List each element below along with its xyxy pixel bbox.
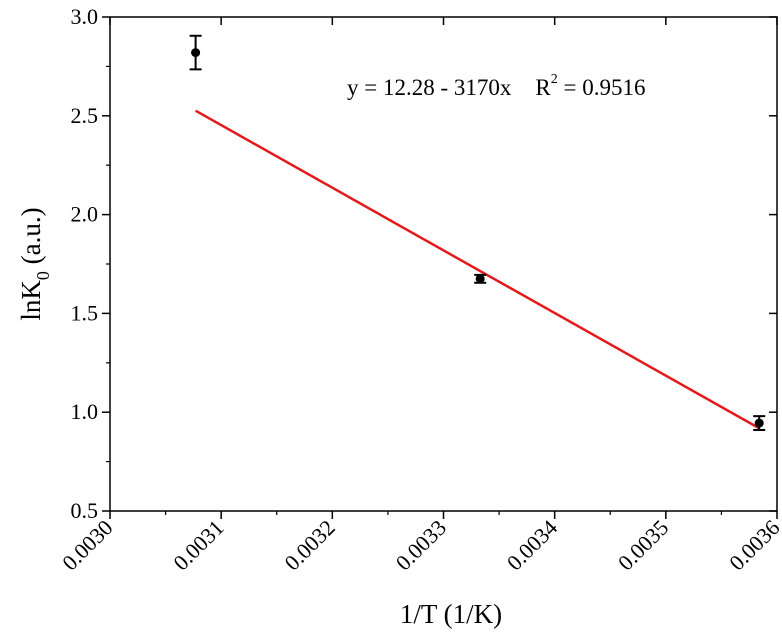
y-tick-label: 1.5 — [71, 300, 99, 325]
x-tick-label: 0.0031 — [168, 515, 228, 575]
y-axis-title-unit: (a.u.) — [16, 207, 46, 271]
x-tick-label: 0.0030 — [57, 515, 117, 575]
x-tick-label: 0.0036 — [724, 515, 782, 575]
y-tick-label: 0.5 — [71, 498, 99, 523]
data-point — [191, 48, 201, 58]
r2-value: = 0.9516 — [558, 75, 646, 100]
x-axis-title: 1/T (1/K) — [400, 599, 502, 629]
fit-equation: y = 12.28 - 3170x R2 = 0.9516 — [347, 72, 645, 100]
x-tick-label: 0.0032 — [279, 515, 339, 575]
fit-line — [194, 109, 760, 430]
data-point — [475, 274, 485, 284]
x-tick-label: 0.0035 — [613, 515, 673, 575]
y-tick-label: 2.0 — [71, 202, 99, 227]
r2-label: R — [535, 75, 551, 100]
fit-line-group — [194, 109, 760, 430]
y-axis-title: lnK0 (a.u.) — [16, 207, 53, 320]
y-axis: 0.5 1.0 1.5 2.0 2.5 3.0 — [71, 4, 777, 523]
y-tick-label: 1.0 — [71, 399, 99, 424]
y-tick-label: 2.5 — [71, 103, 99, 128]
y-axis-title-subscript: 0 — [33, 271, 53, 280]
y-axis-title-main: lnK — [16, 280, 46, 321]
y-tick-label: 3.0 — [71, 4, 99, 29]
equation-text: y = 12.28 - 3170x — [347, 75, 512, 100]
x-axis: 0.0030 0.0031 0.0032 0.0033 0.0034 0.0035 0.00… — [57, 17, 782, 575]
r2-exponent: 2 — [551, 72, 558, 87]
x-tick-label: 0.0034 — [502, 515, 562, 575]
x-tick-label: 0.0033 — [391, 515, 451, 575]
data-point — [754, 418, 764, 428]
data-points — [189, 34, 766, 431]
